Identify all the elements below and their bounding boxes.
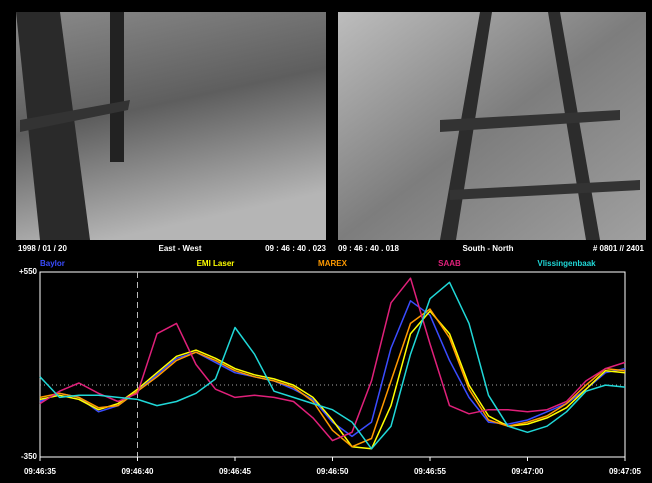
right-time: 09 : 46 : 40 . 018 <box>338 244 399 253</box>
x-tick-label: 09:47:00 <box>511 467 544 476</box>
x-tick-label: 09:46:55 <box>414 467 447 476</box>
left-view: East - West <box>159 244 202 253</box>
x-tick-label: 09:46:45 <box>219 467 252 476</box>
x-tick-label: 09:46:50 <box>316 467 349 476</box>
legend-label: Baylor <box>40 259 65 268</box>
right-photo <box>338 12 646 240</box>
page: 1998 / 01 / 20 East - West 09 : 46 : 40 … <box>0 0 652 483</box>
left-time: 09 : 46 : 40 . 023 <box>265 244 326 253</box>
left-photo <box>16 12 326 240</box>
legend-label: EMI Laser <box>197 259 235 268</box>
right-view: South - North <box>462 244 513 253</box>
screen: 1998 / 01 / 20 East - West 09 : 46 : 40 … <box>0 0 652 483</box>
x-tick-label: 09:47:05 <box>609 467 642 476</box>
frame: # 0801 // 2401 <box>593 244 645 253</box>
legend-label: MAREX <box>318 259 348 268</box>
x-tick-label: 09:46:40 <box>121 467 154 476</box>
x-tick-label: 09:46:35 <box>24 467 57 476</box>
y-tick-label: -350 <box>21 452 38 461</box>
legend-label: SAAB <box>438 259 461 268</box>
legend-label: Vlissingenbaak <box>537 259 596 268</box>
date: 1998 / 01 / 20 <box>18 244 67 253</box>
y-tick-label: +550 <box>19 267 38 276</box>
